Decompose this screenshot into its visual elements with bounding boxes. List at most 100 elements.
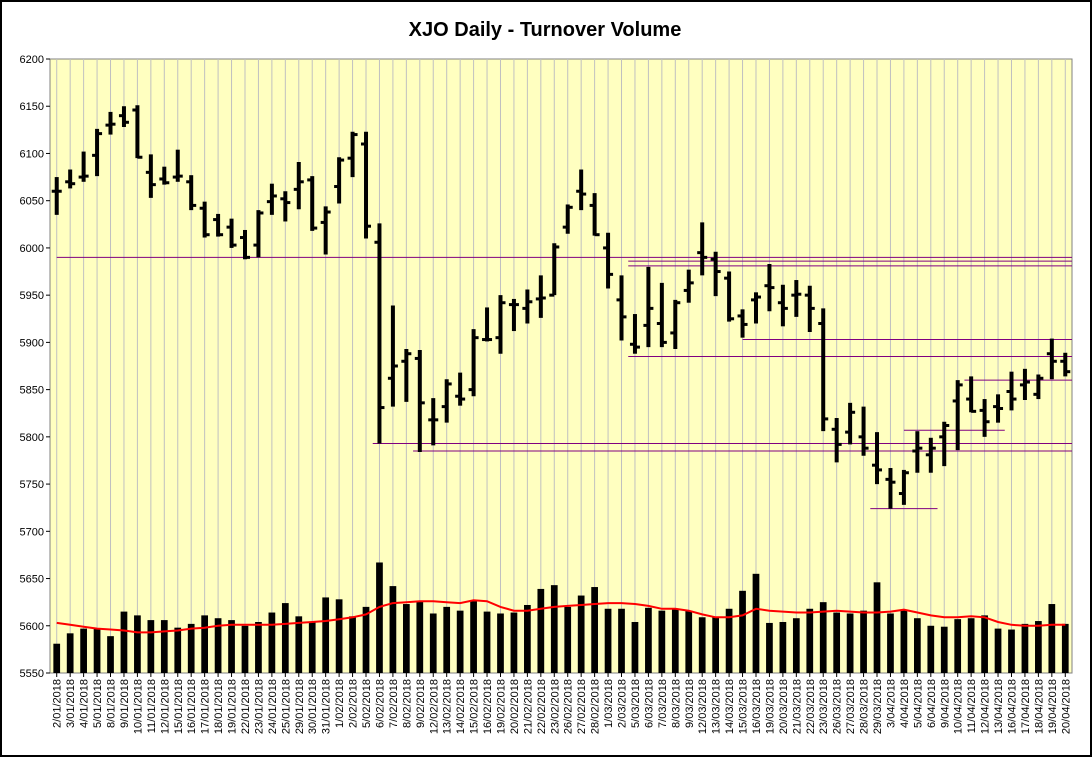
x-tick-label: 26/02/2018 (563, 679, 575, 734)
y-tick-label: 5850 (20, 385, 44, 397)
ohlc-bar (199, 201, 210, 238)
x-tick-label: 1/03/2018 (603, 679, 615, 728)
volume-bar (510, 612, 518, 673)
ohlc-bar (280, 191, 291, 222)
ohlc-bar (51, 177, 62, 215)
x-tick-label: 24/01/2018 (267, 679, 279, 734)
ohlc-bar (401, 348, 412, 402)
ohlc-bar (912, 431, 923, 473)
volume-bar (927, 625, 935, 673)
ohlc-bar (885, 468, 896, 509)
volume-bar (456, 610, 464, 673)
ohlc-bar (952, 380, 963, 451)
volume-bar (550, 585, 558, 673)
x-tick-label: 3/04/2018 (885, 679, 897, 728)
ohlc-bar (1006, 371, 1017, 411)
x-tick-label: 31/01/2018 (321, 679, 333, 734)
volume-bar (443, 606, 451, 673)
x-tick-label: 16/03/2018 (751, 679, 763, 734)
volume-bar (107, 636, 114, 673)
x-tick-label: 22/03/2018 (805, 679, 817, 734)
x-tick-label: 20/03/2018 (778, 679, 790, 734)
volume-bar (766, 622, 773, 673)
volume-bar (349, 616, 356, 673)
x-tick-label: 19/01/2018 (227, 679, 239, 734)
ohlc-bar (1019, 368, 1030, 401)
volume-bar (147, 620, 155, 673)
ohlc-bar (78, 151, 89, 182)
ohlc-bar (186, 175, 197, 211)
ohlc-bar (414, 349, 425, 452)
volume-bar (376, 562, 383, 673)
x-tick-label: 10/01/2018 (132, 679, 144, 734)
x-tick-label: 13/04/2018 (993, 679, 1005, 734)
x-tick-label: 6/02/2018 (374, 679, 386, 728)
plot-area (49, 58, 1073, 674)
y-tick-label: 5700 (20, 526, 44, 538)
x-tick-label: 12/01/2018 (159, 679, 171, 734)
x-tick-label: 2/02/2018 (348, 679, 360, 728)
ohlc-bar (253, 210, 264, 258)
volume-bar (335, 599, 343, 673)
volume-bar (66, 633, 74, 673)
volume-bar (497, 613, 504, 673)
x-tick-label: 19/03/2018 (764, 679, 776, 734)
volume-bar (887, 613, 894, 673)
volume-bar (967, 618, 975, 673)
x-tick-label: 8/03/2018 (670, 679, 682, 728)
volume-bar (429, 613, 437, 673)
x-tick-label: 5/04/2018 (912, 679, 924, 728)
volume-bar (833, 612, 841, 673)
y-tick-label: 6200 (20, 54, 44, 66)
ohlc-bar (132, 105, 143, 159)
x-tick-label: 23/02/2018 (549, 679, 561, 734)
y-tick-label: 5800 (20, 432, 44, 444)
x-tick-label: 13/03/2018 (711, 679, 723, 734)
x-tick-label: 21/03/2018 (791, 679, 803, 734)
x-tick-label: 23/03/2018 (818, 679, 830, 734)
ohlc-bar (334, 157, 345, 204)
ohlc-bar (508, 298, 519, 332)
x-tick-label: 13/02/2018 (442, 679, 454, 734)
x-tick-label: 9/01/2018 (119, 679, 131, 728)
volume-bar (739, 590, 746, 673)
x-tick-label: 5/01/2018 (92, 679, 104, 728)
x-tick-label: 29/01/2018 (294, 679, 306, 734)
ohlc-bar (966, 376, 977, 413)
volume-bar (241, 625, 249, 673)
volume-bar (214, 618, 222, 673)
y-tick-label: 6050 (20, 196, 44, 208)
x-tick-label: 27/02/2018 (576, 679, 588, 734)
volume-bar (416, 601, 424, 673)
ohlc-bar (159, 166, 170, 185)
volume-bar (671, 608, 679, 673)
x-tick-label: 21/02/2018 (522, 679, 534, 734)
volume-bar (685, 610, 693, 673)
x-tick-label: 15/01/2018 (173, 679, 185, 734)
x-tick-label: 27/03/2018 (845, 679, 857, 734)
x-tick-label: 22/01/2018 (240, 679, 252, 734)
x-tick-label: 10/04/2018 (953, 679, 965, 734)
x-tick-label: 12/03/2018 (697, 679, 709, 734)
volume-bar (645, 607, 652, 673)
volume-bar (537, 588, 545, 673)
x-tick-label: 17/04/2018 (1020, 679, 1032, 734)
volume-bar (604, 608, 612, 673)
x-tick-label: 28/02/2018 (590, 679, 602, 734)
volume-bar (981, 615, 988, 673)
volume-bar (80, 628, 87, 673)
x-tick-label: 25/01/2018 (280, 679, 292, 734)
ohlc-bar (791, 280, 802, 317)
ohlc-bar (293, 161, 304, 210)
volume-bar (134, 615, 141, 673)
ohlc-bar (764, 263, 775, 312)
x-tick-label: 15/03/2018 (738, 679, 750, 734)
ohlc-bar (589, 193, 600, 237)
volume-bar (1035, 621, 1042, 673)
x-tick-label: 23/01/2018 (253, 679, 265, 734)
x-tick-label: 20/02/2018 (509, 679, 521, 734)
x-tick-label: 8/02/2018 (401, 679, 413, 728)
ohlc-bar (455, 372, 466, 406)
ohlc-bar (347, 131, 358, 178)
